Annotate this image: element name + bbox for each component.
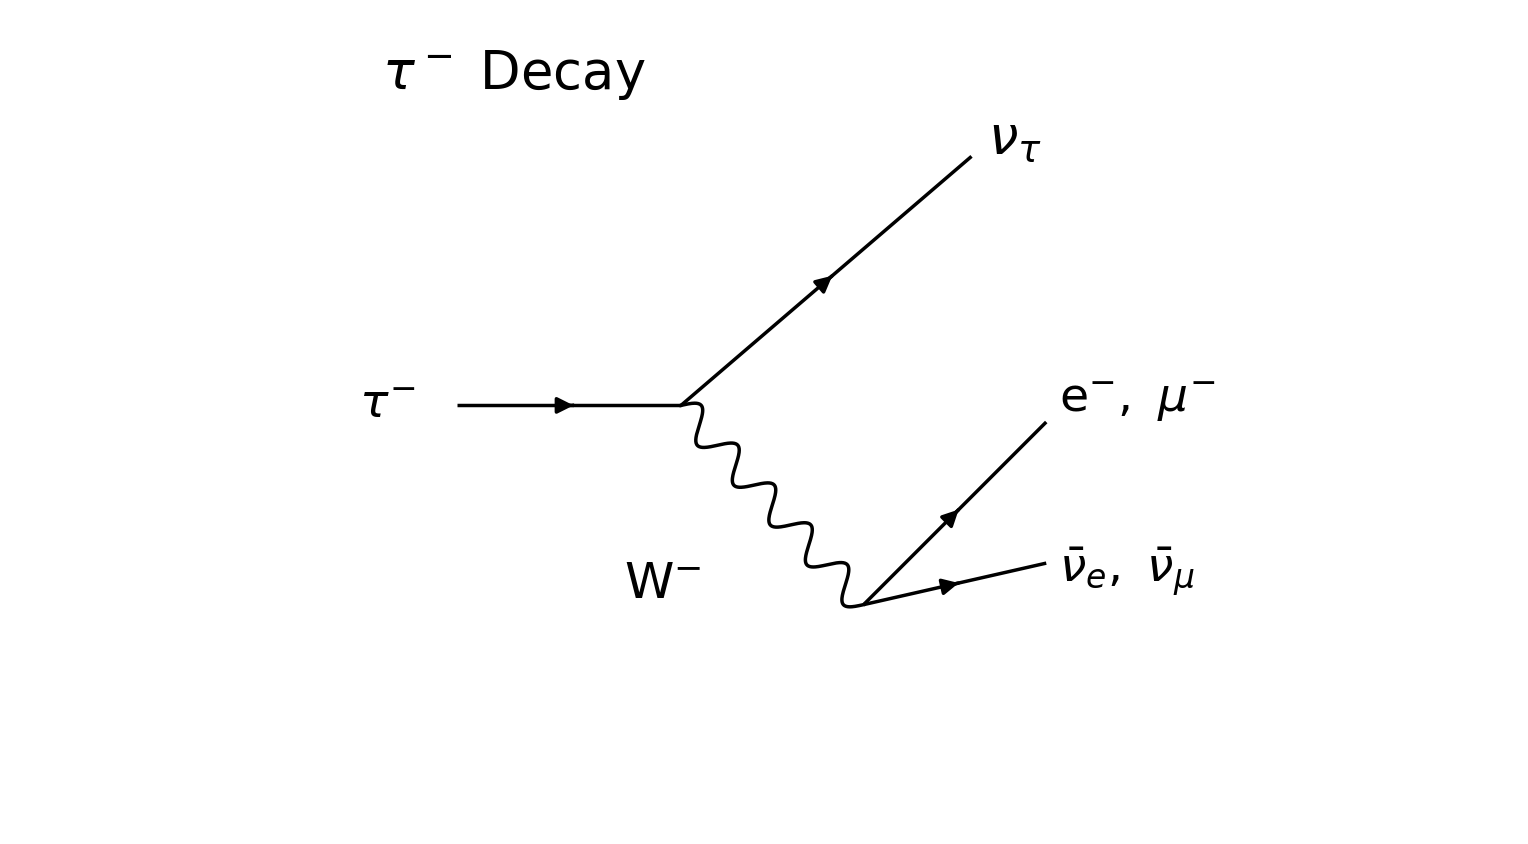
Text: $\tau^-$ Decay: $\tau^-$ Decay [382, 48, 646, 102]
Text: $\mathrm{e}^{-},\ \mu^{-}$: $\mathrm{e}^{-},\ \mu^{-}$ [1059, 379, 1215, 424]
Text: $\tau^{-}$: $\tau^{-}$ [359, 383, 416, 428]
Text: $\bar{\nu}_{e},\ \bar{\nu}_{\mu}$: $\bar{\nu}_{e},\ \bar{\nu}_{\mu}$ [1059, 545, 1195, 598]
Text: $\nu_{\tau}$: $\nu_{\tau}$ [989, 114, 1042, 165]
Text: $\mathrm{W}^{-}$: $\mathrm{W}^{-}$ [625, 560, 701, 608]
